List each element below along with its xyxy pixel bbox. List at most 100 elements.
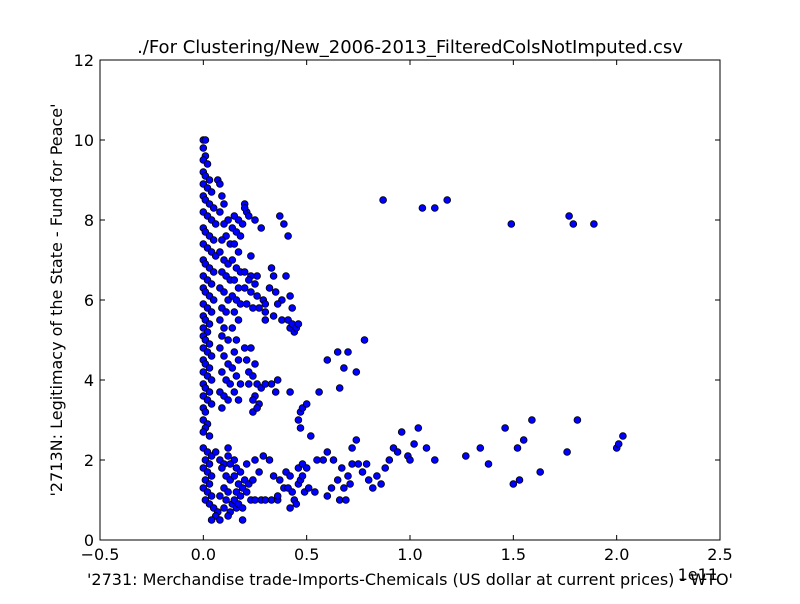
- data-point: [515, 476, 524, 484]
- data-point: [253, 292, 261, 300]
- data-point: [563, 448, 571, 456]
- data-point: [410, 440, 418, 448]
- data-point: [234, 396, 243, 404]
- data-point: [216, 180, 224, 188]
- data-point: [261, 308, 270, 316]
- data-point: [201, 408, 210, 416]
- y-axis: 0 2 4 6 8 10 12: [74, 51, 720, 550]
- data-point: [236, 492, 245, 500]
- data-point: [286, 504, 294, 512]
- data-point: [240, 268, 249, 276]
- data-point: [218, 464, 226, 472]
- data-point: [519, 436, 528, 444]
- data-point: [234, 316, 243, 324]
- data-point: [509, 480, 518, 488]
- data-point: [251, 456, 259, 464]
- data-point: [344, 348, 352, 356]
- data-point: [373, 472, 381, 480]
- data-point: [199, 144, 208, 152]
- data-point: [335, 384, 344, 392]
- data-point: [288, 304, 297, 312]
- data-point: [261, 300, 270, 308]
- data-point: [205, 340, 214, 348]
- data-point: [220, 200, 228, 208]
- data-point: [249, 372, 257, 380]
- data-point: [240, 344, 249, 352]
- data-point: [249, 476, 257, 484]
- data-point: [619, 432, 627, 440]
- data-point: [230, 348, 239, 356]
- y-tick-label: 2: [84, 451, 94, 470]
- data-point: [240, 284, 249, 292]
- data-point: [269, 272, 278, 280]
- data-point: [430, 456, 439, 464]
- data-point: [344, 472, 352, 480]
- x-tick-label: −0.5: [81, 545, 120, 564]
- data-point: [205, 388, 214, 396]
- y-tick-label: 10: [74, 131, 94, 150]
- y-tick-label: 12: [74, 51, 94, 70]
- data-point: [476, 444, 485, 452]
- data-point: [207, 376, 216, 384]
- data-point: [348, 444, 356, 452]
- data-point: [234, 248, 243, 256]
- x-tick-label: 2.0: [604, 545, 629, 564]
- data-point: [292, 500, 301, 508]
- data-point: [319, 456, 328, 464]
- data-point: [207, 308, 216, 316]
- data-point: [275, 212, 284, 220]
- data-point: [267, 380, 276, 388]
- data-point: [261, 316, 270, 324]
- data-point: [271, 388, 280, 396]
- x-tick-label: 1.5: [501, 545, 526, 564]
- data-point: [267, 264, 276, 272]
- y-tick-label: 0: [84, 531, 94, 550]
- data-point: [236, 468, 245, 476]
- data-point: [216, 248, 224, 256]
- data-point: [414, 424, 423, 432]
- data-point: [230, 276, 239, 284]
- data-point: [273, 376, 282, 384]
- data-point: [271, 288, 280, 296]
- data-point: [207, 280, 216, 288]
- data-point: [218, 236, 226, 244]
- data-point: [422, 444, 431, 452]
- data-point: [211, 220, 220, 228]
- data-point: [203, 160, 212, 168]
- data-point: [236, 300, 245, 308]
- data-point: [327, 484, 336, 492]
- data-point: [362, 460, 371, 468]
- data-point: [302, 464, 311, 472]
- data-point: [201, 136, 210, 144]
- data-point: [209, 236, 218, 244]
- data-point: [364, 476, 373, 484]
- data-point: [346, 480, 354, 488]
- data-point: [397, 428, 406, 436]
- data-point: [251, 360, 259, 368]
- data-point: [304, 484, 313, 492]
- x-tick-label: 1.0: [397, 545, 422, 564]
- data-point: [311, 488, 319, 496]
- data-point: [315, 388, 323, 396]
- data-point: [230, 472, 239, 480]
- data-point: [253, 404, 261, 412]
- x-axis-offset-label: 1e11: [678, 565, 718, 584]
- data-point: [251, 496, 259, 504]
- data-point: [296, 424, 305, 432]
- data-point: [288, 488, 297, 496]
- data-point: [377, 480, 385, 488]
- data-point: [278, 316, 286, 324]
- data-point: [323, 492, 332, 500]
- data-point: [280, 220, 288, 228]
- data-point: [507, 220, 516, 228]
- data-point: [569, 220, 578, 228]
- data-point: [220, 288, 228, 296]
- data-point: [265, 284, 274, 292]
- data-point: [209, 296, 218, 304]
- data-point: [207, 352, 216, 360]
- data-point: [261, 496, 270, 504]
- data-point: [234, 356, 243, 364]
- data-point: [269, 312, 278, 320]
